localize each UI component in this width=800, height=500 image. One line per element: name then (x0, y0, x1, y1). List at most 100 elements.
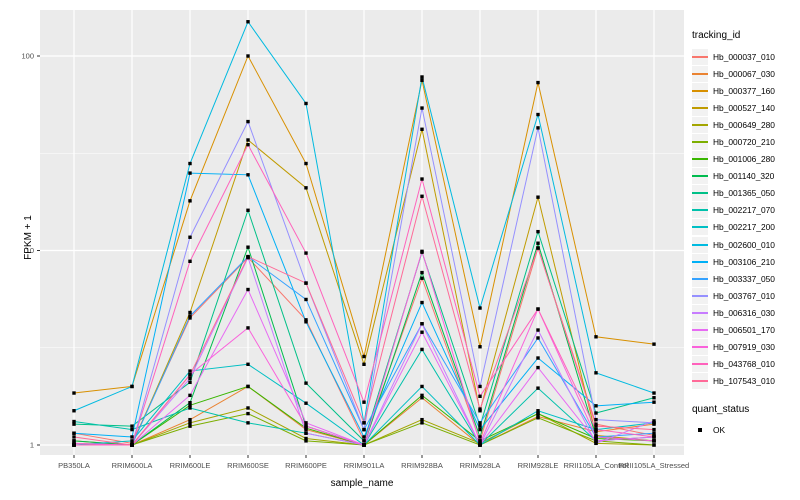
data-point-Hb_000377_160 (420, 78, 424, 83)
legend-label: Hb_006501_170 (713, 325, 775, 336)
x-tick-label: RRIM928LE (518, 461, 559, 470)
data-point-Hb_107543_010 (188, 373, 192, 377)
data-point-Hb_002600_010 (72, 409, 76, 413)
data-point-Hb_107543_010 (536, 246, 540, 250)
data-point-Hb_001365_050 (362, 439, 366, 443)
legend-label: Hb_007919_030 (713, 342, 775, 353)
data-point-Hb_107543_010 (594, 424, 598, 428)
data-point-Hb_003106_210 (130, 435, 134, 439)
data-point-Hb_000649_280 (420, 417, 424, 422)
data-point-Hb_000377_160 (652, 342, 656, 346)
legend-label: OK (713, 425, 726, 436)
data-point-Hb_003106_210 (594, 404, 598, 408)
data-point-Hb_107543_010 (304, 281, 308, 285)
data-point-Hb_002217_200 (188, 369, 192, 373)
data-point-Hb_003767_010 (478, 384, 482, 389)
data-point-Hb_007919_030 (652, 439, 656, 443)
legend-key-Hb_107543_010 (692, 373, 708, 390)
data-point-Hb_001006_280 (188, 403, 192, 407)
legend-item-Hb_000377_160: Hb_000377_160 (692, 82, 798, 99)
data-point-Hb_000649_280 (246, 406, 250, 410)
data-point-Hb_002217_070 (420, 347, 424, 352)
data-point-Hb_000720_210 (652, 443, 656, 447)
data-point-Hb_003337_050 (304, 297, 308, 302)
legend-item-Hb_000720_210: Hb_000720_210 (692, 133, 798, 151)
data-point-Hb_107543_010 (246, 254, 250, 259)
legend-key-Hb_003337_050 (692, 270, 708, 287)
legend-item-Hb_006316_030: Hb_006316_030 (692, 304, 798, 321)
legend-label: Hb_002600_010 (713, 239, 775, 250)
data-point-Hb_043768_010 (304, 251, 308, 255)
legend-item-Hb_003767_010: Hb_003767_010 (692, 287, 798, 304)
legend-line-swatch (692, 141, 708, 144)
data-point-Hb_000037_010 (420, 276, 424, 280)
x-tick-label: RRIM928BA (401, 461, 443, 470)
data-point-Hb_107543_010 (130, 443, 134, 447)
data-point-Hb_003106_210 (304, 320, 308, 324)
x-tick-label: PB350LA (58, 461, 90, 470)
data-point-Hb_043768_010 (246, 142, 250, 147)
legend-line-swatch (692, 243, 708, 246)
data-point-Hb_000720_210 (420, 421, 424, 425)
legend-label: Hb_107543_010 (713, 376, 775, 387)
data-point-Hb_003106_210 (478, 427, 482, 432)
data-point-Hb_043768_010 (652, 435, 656, 439)
legend-quant-status-block: quant_status OK (692, 404, 798, 439)
legend-label: Hb_001140_320 (713, 171, 775, 182)
legend-label: Hb_001006_280 (713, 154, 775, 165)
legend-label: Hb_000377_160 (713, 85, 775, 96)
data-point-Hb_001365_050 (536, 229, 540, 234)
legend-line-swatch (692, 106, 708, 109)
data-point-Hb_000527_140 (420, 127, 424, 131)
legend-label: Hb_000037_010 (713, 51, 775, 62)
data-point-Hb_006501_170 (304, 421, 308, 425)
data-point-Hb_003337_050 (188, 314, 192, 318)
x-tick-label: RRIM928LA (460, 461, 501, 470)
legend-label: Hb_003337_050 (713, 273, 775, 284)
legend-line-swatch (692, 277, 708, 280)
legend-line-swatch (692, 260, 708, 263)
legend-line-swatch (692, 175, 708, 178)
data-point-Hb_107543_010 (652, 427, 656, 432)
x-tick-label: RRIM901LA (344, 461, 385, 470)
legend-label: Hb_000649_280 (713, 119, 775, 130)
legend-key-Hb_002600_010 (692, 236, 708, 253)
legend-item-Hb_000527_140: Hb_000527_140 (692, 99, 798, 116)
legend-line-swatch (692, 192, 708, 195)
data-point-Hb_006501_170 (246, 287, 250, 292)
data-point-Hb_006316_030 (594, 441, 598, 446)
legend-item-Hb_003337_050: Hb_003337_050 (692, 270, 798, 287)
legend-key-Hb_000067_030 (692, 65, 708, 82)
legend-key-quant (692, 422, 708, 438)
data-point-Hb_001006_280 (536, 411, 540, 416)
legend-line-swatch (692, 209, 708, 212)
legend-line-swatch (692, 380, 708, 383)
data-point-Hb_001140_320 (246, 245, 250, 249)
legend-key-Hb_001006_280 (692, 151, 708, 168)
legend-item-Hb_043768_010: Hb_043768_010 (692, 356, 798, 373)
data-point-Hb_002600_010 (594, 371, 598, 375)
data-point-Hb_002600_010 (246, 20, 250, 24)
data-point-Hb_001006_280 (420, 393, 424, 398)
legend-line-swatch (692, 311, 708, 314)
x-tick-label: RRIM600SE (227, 461, 269, 470)
x-tick-label: RRIM600PE (285, 461, 327, 470)
data-point-Hb_006501_170 (420, 330, 424, 334)
data-point-Hb_001006_280 (246, 384, 250, 389)
data-point-Hb_002217_200 (304, 401, 308, 405)
data-point-Hb_000067_030 (188, 417, 192, 422)
data-point-Hb_000527_140 (362, 362, 366, 366)
legend-item-Hb_002600_010: Hb_002600_010 (692, 236, 798, 253)
data-point-Hb_000377_160 (72, 391, 76, 395)
legend-item-Hb_006501_170: Hb_006501_170 (692, 322, 798, 339)
data-point-Hb_002217_070 (72, 419, 76, 424)
data-point-Hb_003106_210 (188, 171, 192, 175)
data-point-Hb_003106_210 (246, 173, 250, 177)
data-point-Hb_002217_070 (246, 421, 250, 425)
legend-key-Hb_000377_160 (692, 82, 708, 99)
data-point-Hb_001140_320 (188, 400, 192, 405)
data-point-Hb_006501_170 (536, 365, 540, 370)
legend-title-tracking-id: tracking_id (692, 30, 741, 41)
data-point-Hb_107543_010 (420, 194, 424, 198)
